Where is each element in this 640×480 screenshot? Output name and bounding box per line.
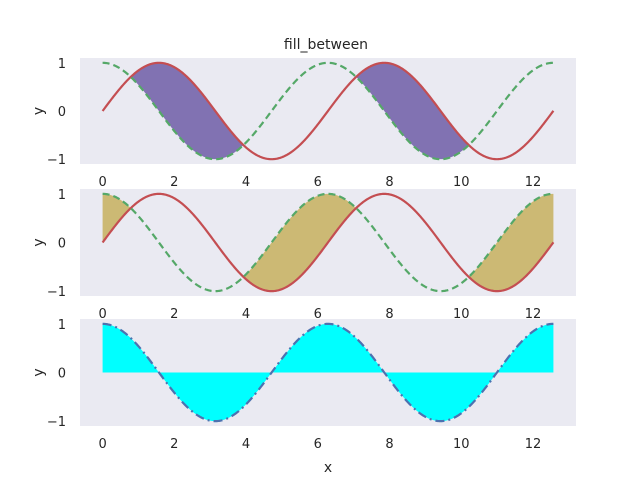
fill-region	[243, 193, 356, 292]
y-axis-label: y	[31, 368, 47, 376]
x-tick-label: 10	[453, 437, 470, 452]
x-tick-label: 10	[453, 307, 470, 322]
fill-region	[469, 193, 554, 292]
x-tick-label: 6	[314, 307, 322, 322]
x-tick-label: 4	[242, 307, 250, 322]
y-tick-label: −1	[47, 415, 66, 430]
x-tick-label: 12	[525, 437, 542, 452]
x-tick-label: 8	[385, 307, 393, 322]
x-tick-label: 2	[170, 307, 178, 322]
y-tick-label: 0	[58, 237, 66, 252]
x-tick-label: 8	[385, 437, 393, 452]
subplot-2: 10−1y0 2 4 6 8 10 12	[31, 188, 576, 322]
subplot-3: 10−1y0 2 4 6 8 10 12	[31, 318, 576, 452]
x-tick-label: 6	[314, 175, 322, 190]
x-tick-label: 4	[242, 437, 250, 452]
x-tick-label: 6	[314, 437, 322, 452]
x-tick-label: 12	[525, 307, 542, 322]
y-tick-label: 1	[58, 188, 66, 203]
subplot-1: 10−1y0 2 4 6 8 10 12	[31, 57, 576, 190]
x-tick-label: 4	[242, 175, 250, 190]
fill-region	[102, 193, 131, 243]
fill-region	[102, 323, 554, 422]
series-line-cosx	[102, 322, 554, 423]
series-line-sinx	[101, 192, 555, 293]
fill-region	[131, 62, 244, 160]
x-tick-label: 2	[170, 175, 178, 190]
y-axis-label: y	[31, 107, 47, 115]
chart-title: fill_between	[284, 37, 368, 53]
y-tick-label: 1	[58, 318, 66, 333]
y-tick-label: 0	[58, 105, 66, 120]
y-tick-label: −1	[47, 153, 66, 168]
series-line-sinx	[101, 61, 555, 161]
x-tick-label: 10	[453, 175, 470, 190]
y-tick-label: 1	[58, 57, 66, 72]
x-axis-label: x	[324, 460, 332, 476]
y-tick-label: 0	[58, 367, 66, 382]
x-tick-label: 12	[525, 175, 542, 190]
x-tick-label: 0	[98, 437, 106, 452]
x-tick-label: 8	[385, 175, 393, 190]
y-axis-label: y	[31, 238, 47, 246]
x-tick-label: 0	[98, 307, 106, 322]
x-tick-label: 2	[170, 437, 178, 452]
fill-region	[356, 62, 469, 160]
series-line-cosx	[102, 192, 554, 293]
x-tick-label: 0	[98, 175, 106, 190]
y-tick-label: −1	[47, 285, 66, 300]
